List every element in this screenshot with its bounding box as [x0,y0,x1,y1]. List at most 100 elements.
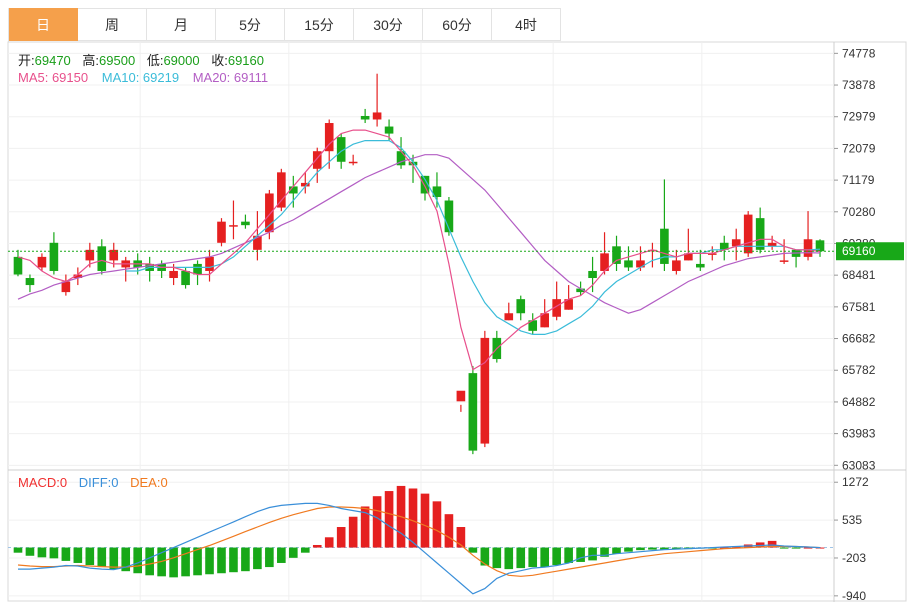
macd-bar [109,547,119,570]
tab-15min[interactable]: 15分 [285,8,354,41]
candle-body [552,299,561,317]
tab-5min[interactable]: 5分 [216,8,285,41]
macd-bar [360,506,370,548]
diff-legend-value: DIFF:0 [78,475,119,490]
candle-body [432,186,442,197]
tab-60min[interactable]: 60分 [423,8,492,41]
macd-bar [61,547,71,561]
tab-week[interactable]: 周 [78,8,147,41]
macd-bar [25,547,35,556]
candle-body [97,246,107,271]
macd-bar [480,547,490,566]
macd-tick-label: -940 [842,589,866,602]
ohlc-readout: 开:69470 高:69500 低:69000 收:69160 [18,50,272,69]
candle-body [25,278,35,286]
macd-bar [564,547,573,563]
candle-body [695,263,705,268]
candle-body [767,242,777,247]
macd-bar [133,547,143,574]
candle-body [815,240,825,252]
price-tick-label: 73878 [842,78,876,92]
dea-legend-value: DEA:0 [130,475,168,490]
ma5-line [17,129,821,371]
candle-body [624,260,633,268]
macd-tick-label: 1272 [842,475,869,489]
low-label: 低: [146,53,164,68]
candle-body [731,239,741,247]
candle-body [528,320,538,331]
macd-bar [672,547,681,550]
candle-body [516,299,526,314]
macd-bar [576,547,585,562]
last-price-label: 69160 [842,244,876,258]
candle-body [444,200,454,233]
candle-body [336,137,346,162]
dea-line [17,506,821,577]
candle-body [456,390,466,402]
ma-legend: MA5: 69150 MA10: 69219 MA20: 69111 [18,70,278,85]
candle-body [540,313,550,328]
macd-bar [636,547,645,551]
macd-bar [432,501,442,548]
price-tick-label: 64882 [842,395,876,409]
macd-bar [791,547,801,549]
chart-frame [7,41,907,602]
ma5-legend: MA5: 69150 [18,70,89,85]
candle-body [13,256,23,275]
candle-body [288,186,298,194]
macd-bar [217,547,226,574]
price-tick-label: 72979 [842,110,876,124]
macd-bar [516,547,526,569]
macd-bar [181,547,190,577]
price-tick-label: 65782 [842,363,876,377]
last-price-tag [836,242,904,261]
price-tick-label: 70280 [842,205,876,219]
candle-body [109,249,119,261]
candle-body [648,249,657,252]
low-value: 69000 [163,53,200,68]
candle-body [181,270,190,286]
candle-body [37,256,47,268]
candle-body [660,228,669,264]
tab-30min[interactable]: 30分 [354,8,423,41]
tab-day[interactable]: 日 [9,8,78,41]
macd-bar [528,547,538,568]
candle-body [408,161,418,166]
close-label: 收: [211,53,228,68]
candle-body [277,172,286,208]
open-label: 开: [18,53,35,68]
price-tick-label: 63083 [842,458,876,472]
macd-bar [600,547,609,557]
candle-body [49,242,59,271]
price-tick-label: 67581 [842,300,876,314]
open-value: 69470 [34,53,71,68]
price-tick-label: 72079 [842,141,876,155]
candle-body [169,270,178,279]
macd-bar [420,493,430,548]
macd-bar [300,547,310,553]
period-tabs: 日 周 月 5分 15分 30分 60分 4时 [8,8,561,42]
candle-body [707,253,717,255]
candle-body [588,270,597,279]
macd-bar [468,547,478,553]
macd-bar [612,547,621,554]
macd-bar [241,547,250,572]
candle-body [73,274,83,279]
tab-month[interactable]: 月 [147,8,216,41]
macd-bar [504,547,514,570]
macd-bar [767,540,777,548]
candle-body [205,256,214,271]
candle-body [85,249,95,261]
macd-bar [324,537,334,548]
ma10-legend: MA10: 69219 [101,70,180,85]
diff-line [18,502,821,595]
macd-bar [97,547,107,568]
candle-body [719,242,729,250]
macd-bar [229,547,238,573]
tab-4hour[interactable]: 4时 [492,8,561,41]
price-tick-label: 68481 [842,268,876,282]
macd-bar [205,547,214,575]
candle-body [61,281,71,293]
candle-body [636,260,645,268]
